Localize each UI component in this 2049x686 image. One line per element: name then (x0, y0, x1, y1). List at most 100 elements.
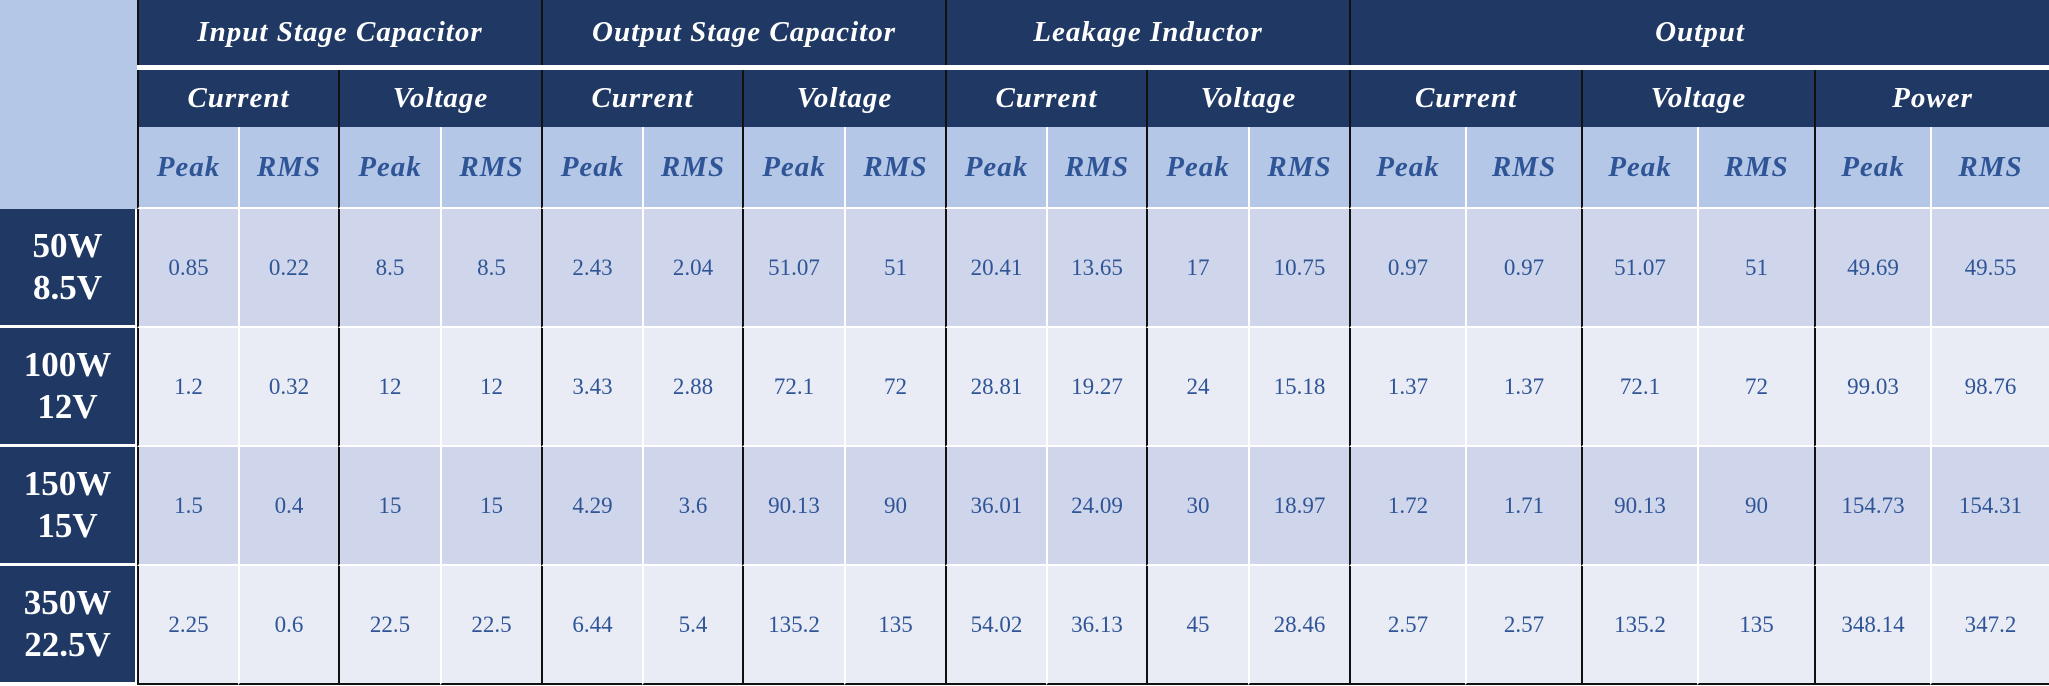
value-cell: 1.37 (1349, 328, 1465, 447)
row-label-line: 15V (37, 506, 98, 545)
value-cell: 45 (1146, 566, 1248, 685)
value-cell: 36.13 (1046, 566, 1146, 685)
row-label-line: 100W (23, 345, 112, 384)
sub-header: RMS (440, 127, 541, 209)
value-cell: 10.75 (1248, 209, 1349, 328)
value-cell: 19.27 (1046, 328, 1146, 447)
column-header: Voltage (742, 70, 945, 127)
value-cell: 1.37 (1465, 328, 1581, 447)
value-cell: 0.22 (238, 209, 338, 328)
value-cell: 135.2 (742, 566, 844, 685)
value-cell: 5.4 (642, 566, 742, 685)
value-cell: 20.41 (945, 209, 1046, 328)
sub-header: Peak (1814, 127, 1930, 209)
sub-header: RMS (1697, 127, 1814, 209)
column-header: Current (137, 70, 338, 127)
value-cell: 49.69 (1814, 209, 1930, 328)
value-cell: 12 (338, 328, 440, 447)
sub-header: Peak (1146, 127, 1248, 209)
column-header: Power (1814, 70, 2049, 127)
value-cell: 51.07 (742, 209, 844, 328)
value-cell: 17 (1146, 209, 1248, 328)
sub-header: RMS (844, 127, 945, 209)
row-label: 350W 22.5V (0, 566, 137, 685)
value-cell: 28.81 (945, 328, 1046, 447)
row-label: 50W 8.5V (0, 209, 137, 328)
value-cell: 0.4 (238, 447, 338, 566)
value-cell: 49.55 (1930, 209, 2049, 328)
value-cell: 2.04 (642, 209, 742, 328)
value-cell: 72.1 (742, 328, 844, 447)
value-cell: 18.97 (1248, 447, 1349, 566)
value-cell: 135 (844, 566, 945, 685)
value-cell: 28.46 (1248, 566, 1349, 685)
value-cell: 90.13 (742, 447, 844, 566)
value-cell: 8.5 (338, 209, 440, 328)
sub-header: Peak (137, 127, 238, 209)
value-cell: 22.5 (440, 566, 541, 685)
sub-header: Peak (1581, 127, 1697, 209)
column-header: Voltage (338, 70, 541, 127)
value-cell: 72 (1697, 328, 1814, 447)
sub-header: RMS (642, 127, 742, 209)
value-cell: 6.44 (541, 566, 642, 685)
sub-header: Peak (1349, 127, 1465, 209)
value-cell: 0.97 (1349, 209, 1465, 328)
group-header: Input Stage Capacitor (137, 0, 541, 65)
sub-header: Peak (742, 127, 844, 209)
value-cell: 15.18 (1248, 328, 1349, 447)
value-cell: 2.57 (1465, 566, 1581, 685)
value-cell: 15 (338, 447, 440, 566)
value-cell: 22.5 (338, 566, 440, 685)
value-cell: 13.65 (1046, 209, 1146, 328)
sub-header: Peak (338, 127, 440, 209)
value-cell: 135 (1697, 566, 1814, 685)
sub-header: RMS (238, 127, 338, 209)
value-cell: 98.76 (1930, 328, 2049, 447)
sub-header: RMS (1046, 127, 1146, 209)
group-header: Leakage Inductor (945, 0, 1349, 65)
row-label-line: 350W (23, 583, 112, 622)
sub-header: RMS (1248, 127, 1349, 209)
value-cell: 24 (1146, 328, 1248, 447)
value-cell: 54.02 (945, 566, 1046, 685)
column-header: Current (541, 70, 742, 127)
value-cell: 30 (1146, 447, 1248, 566)
value-cell: 12 (440, 328, 541, 447)
value-cell: 15 (440, 447, 541, 566)
value-cell: 90 (1697, 447, 1814, 566)
row-label-line: 12V (37, 387, 98, 426)
column-header: Voltage (1581, 70, 1814, 127)
value-cell: 2.88 (642, 328, 742, 447)
value-cell: 2.57 (1349, 566, 1465, 685)
value-cell: 72.1 (1581, 328, 1697, 447)
value-cell: 8.5 (440, 209, 541, 328)
value-cell: 0.6 (238, 566, 338, 685)
row-label-line: 22.5V (24, 625, 111, 664)
value-cell: 0.85 (137, 209, 238, 328)
value-cell: 99.03 (1814, 328, 1930, 447)
column-header: Current (1349, 70, 1581, 127)
value-cell: 36.01 (945, 447, 1046, 566)
header-separator (137, 65, 2049, 70)
sub-header: RMS (1930, 127, 2049, 209)
value-cell: 90.13 (1581, 447, 1697, 566)
value-cell: 72 (844, 328, 945, 447)
value-cell: 51 (1697, 209, 1814, 328)
value-cell: 2.43 (541, 209, 642, 328)
value-cell: 2.25 (137, 566, 238, 685)
value-cell: 154.73 (1814, 447, 1930, 566)
row-label-line: 8.5V (32, 268, 103, 307)
corner-cell (0, 0, 137, 209)
value-cell: 4.29 (541, 447, 642, 566)
row-label-line: 150W (23, 464, 112, 503)
value-cell: 0.32 (238, 328, 338, 447)
row-label: 150W 15V (0, 447, 137, 566)
value-cell: 90 (844, 447, 945, 566)
column-header: Voltage (1146, 70, 1349, 127)
row-label: 100W 12V (0, 328, 137, 447)
value-cell: 1.5 (137, 447, 238, 566)
value-cell: 135.2 (1581, 566, 1697, 685)
sub-header: Peak (945, 127, 1046, 209)
